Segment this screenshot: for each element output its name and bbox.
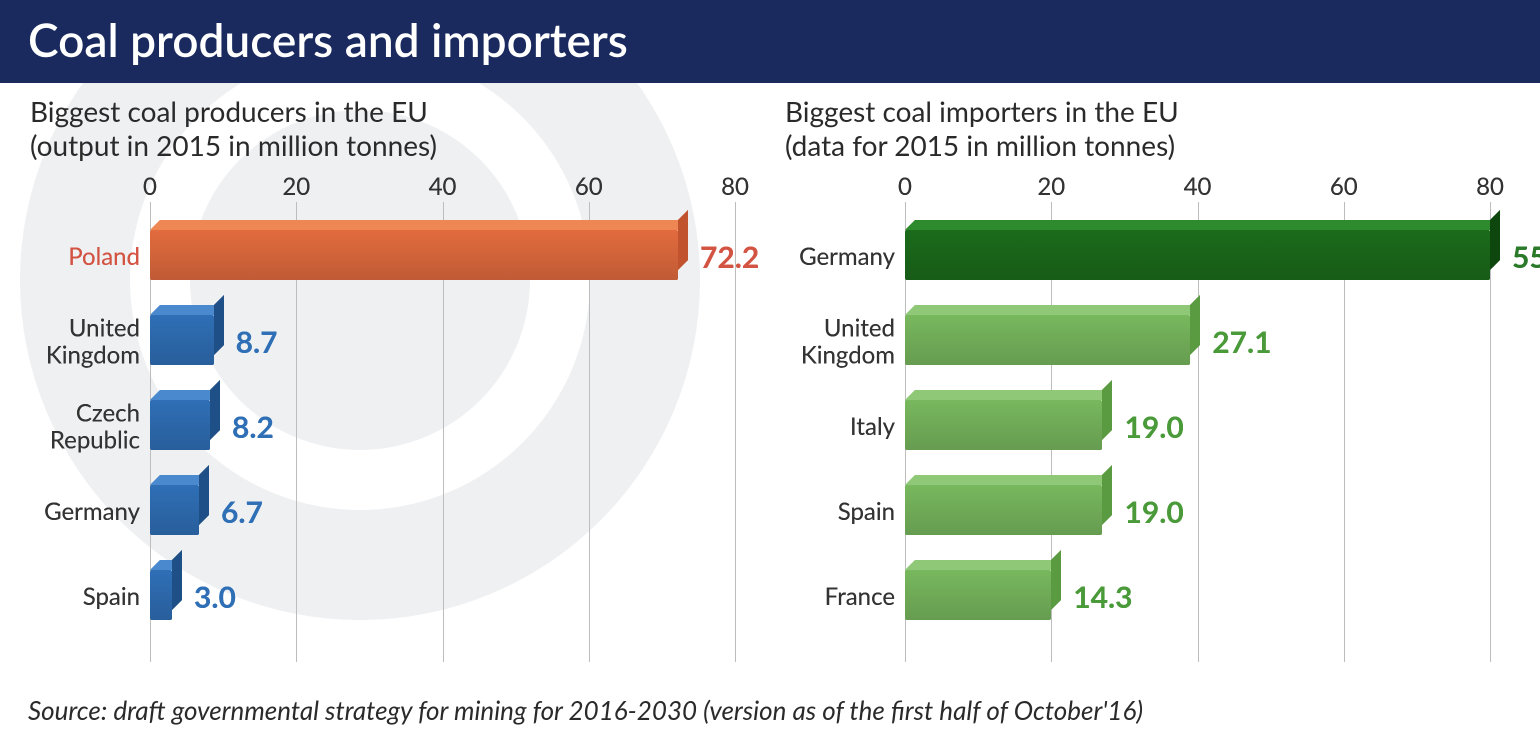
importers-tick: 40: [1184, 172, 1212, 201]
producers-bar-label: UnitedKingdom: [20, 316, 150, 369]
importers-bar-label: Spain: [775, 499, 905, 525]
source-line: Source: draft governmental strategy for …: [28, 694, 1512, 726]
producers-bar-row: Germany6.7: [150, 477, 755, 547]
producers-bar-label: CzechRepublic: [20, 401, 150, 454]
producers-bar-row: CzechRepublic8.2: [150, 392, 755, 462]
producers-tick: 60: [575, 172, 603, 201]
charts-row: Biggest coal producers in the EU (output…: [0, 83, 1540, 672]
importers-bar-label: UnitedKingdom: [775, 316, 905, 369]
producers-tick: 0: [143, 172, 157, 201]
importers-tick: 0: [898, 172, 912, 201]
producers-bar: [150, 485, 199, 535]
producers-bar-value: 6.7: [221, 494, 263, 530]
producers-bar-row: Spain3.0: [150, 562, 755, 632]
importers-tick: 80: [1476, 172, 1504, 201]
importers-bar: [905, 230, 1490, 280]
importers-bar-row: UnitedKingdom27.1: [905, 307, 1510, 377]
importers-bar-row: France14.3: [905, 562, 1510, 632]
importers-chart: Biggest coal importers in the EU (data f…: [775, 95, 1520, 672]
importers-bar-value: 14.3: [1073, 579, 1132, 615]
importers-axis-ticks: 020406080: [905, 172, 1510, 202]
producers-axis-ticks: 020406080: [150, 172, 755, 202]
producers-chart: Biggest coal producers in the EU (output…: [20, 95, 765, 672]
producers-bar: [150, 230, 678, 280]
producers-bar-label: Germany: [20, 499, 150, 525]
importers-bar-label: France: [775, 584, 905, 610]
importers-bar-row: Italy19.0: [905, 392, 1510, 462]
producers-bar-label: Poland: [20, 244, 150, 270]
importers-bar-value: 55.5: [1512, 239, 1540, 275]
producers-bar-value: 8.2: [232, 409, 274, 445]
importers-bar-value: 27.1: [1212, 324, 1271, 360]
importers-bar-value: 19.0: [1124, 494, 1183, 530]
producers-bar-value: 8.7: [236, 324, 278, 360]
importers-chart-area: 020406080Germany55.5UnitedKingdom27.1Ita…: [905, 172, 1510, 672]
importers-bar-row: Germany55.5: [905, 222, 1510, 292]
page-title: Coal producers and importers: [28, 12, 628, 67]
importers-bars: Germany55.5 UnitedKingdom27.1 Italy19.0 Spa…: [905, 222, 1510, 662]
producers-bar: [150, 315, 214, 365]
importers-tick: 20: [1037, 172, 1065, 201]
producers-tick: 40: [429, 172, 457, 201]
producers-bar-value: 72.2: [700, 239, 759, 275]
importers-bar: [905, 485, 1102, 535]
importers-bar-value: 19.0: [1124, 409, 1183, 445]
importers-bar-label: Italy: [775, 414, 905, 440]
importers-tick: 60: [1330, 172, 1358, 201]
importers-bar-row: Spain19.0: [905, 477, 1510, 547]
importers-bar: [905, 570, 1051, 620]
producers-bar-row: Poland72.2: [150, 222, 755, 292]
producers-bars: Poland72.2 UnitedKingdom8.7 CzechRepublic8…: [150, 222, 755, 662]
producers-bar: [150, 400, 210, 450]
importers-subtitle: Biggest coal importers in the EU (data f…: [785, 95, 1510, 162]
producers-chart-area: 020406080Poland72.2UnitedKingdom8.7Czech…: [150, 172, 755, 672]
producers-subtitle: Biggest coal producers in the EU (output…: [30, 95, 755, 162]
producers-bar-label: Spain: [20, 584, 150, 610]
importers-bar-label: Germany: [775, 244, 905, 270]
producers-bar-row: UnitedKingdom8.7: [150, 307, 755, 377]
producers-bar: [150, 570, 172, 620]
producers-tick: 80: [721, 172, 749, 201]
importers-bar: [905, 400, 1102, 450]
producers-tick: 20: [282, 172, 310, 201]
header-bar: Coal producers and importers: [0, 0, 1540, 83]
importers-bar: [905, 315, 1190, 365]
producers-bar-value: 3.0: [194, 579, 236, 615]
